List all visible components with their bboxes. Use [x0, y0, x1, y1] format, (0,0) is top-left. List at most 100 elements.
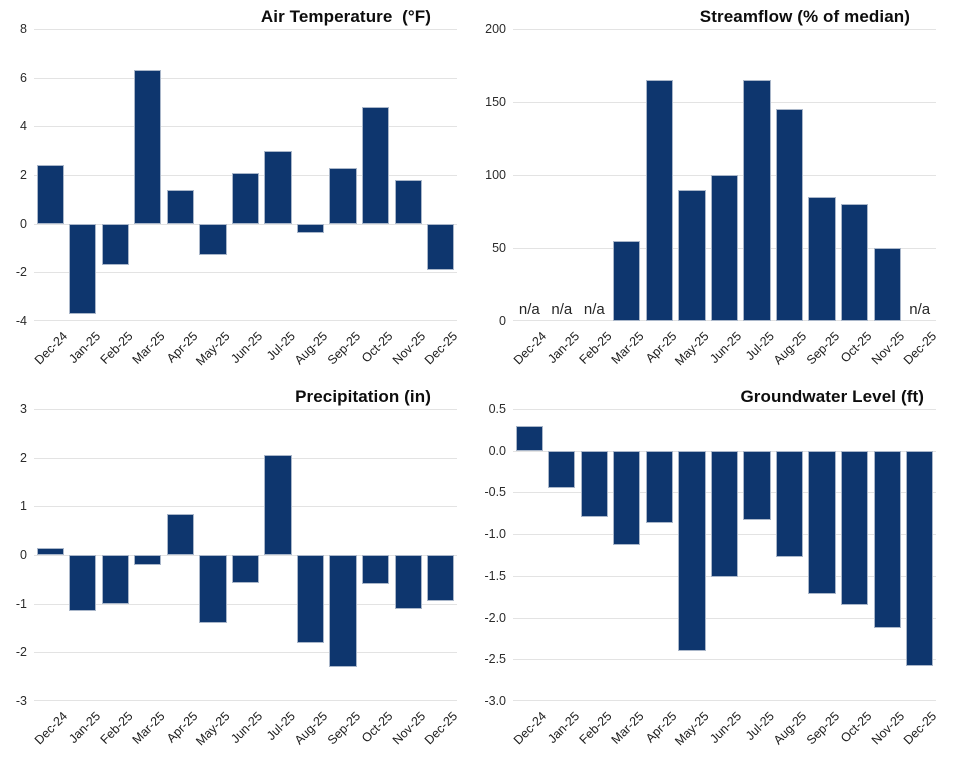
bar-Jul-25 [264, 455, 292, 555]
chart-body: 0.5 0.0 -0.5 -1.0 -1.5 -2.0 -2.5 -3.0 Dec-24 Jan… [484, 402, 939, 761]
bar-Jun-25 [231, 172, 260, 224]
x-tick-label: Sep-25 [803, 329, 843, 368]
y-tick-label: 0.5 [488, 402, 506, 416]
gridline [34, 126, 457, 128]
x-tick-label: Jan-25 [65, 329, 103, 366]
gridline [34, 29, 457, 30]
bar-Mar-25 [613, 240, 641, 321]
x-tick-label: Sep-25 [324, 709, 364, 748]
bar-Aug-25 [296, 223, 325, 234]
y-tick-label: -2 [15, 645, 27, 660]
chart-body: 3 2 1 0 -1 -2 -3 Dec-24 Jan-25 Feb-25 Mar-25 Apr-2… [16, 402, 461, 761]
x-tick-label: Oct-25 [838, 709, 875, 746]
bar-May-25 [678, 189, 706, 321]
y-tick-label: -3.0 [484, 694, 506, 708]
gridline [34, 603, 457, 605]
x-tick-label: Sep-25 [324, 329, 364, 368]
x-tick-label: Jan-25 [544, 709, 582, 746]
bar-Jul-25 [743, 450, 771, 520]
x-tick-label: Mar-25 [608, 709, 647, 747]
x-tick-label: Dec-25 [901, 329, 940, 368]
bar-May-25 [678, 450, 706, 651]
x-tick-label: Mar-25 [129, 709, 168, 747]
bar-Feb-25 [580, 450, 608, 518]
x-tick-label: May-25 [672, 329, 712, 369]
gridline [513, 409, 936, 410]
gridline [34, 223, 457, 225]
bar-Sep-25 [329, 555, 357, 667]
bar-Jun-25 [231, 555, 260, 583]
x-tick-label: Aug-25 [292, 329, 331, 368]
gridline [34, 652, 457, 654]
bar-Dec-25 [906, 450, 934, 666]
x-tick-label: Feb-25 [97, 329, 136, 367]
bar-Aug-25 [775, 450, 804, 557]
x-tick-label: Dec-24 [510, 329, 550, 368]
y-tick-label: 1 [20, 499, 27, 514]
bar-Sep-25 [329, 167, 357, 224]
y-tick-label: -4 [15, 314, 27, 328]
chart-title-air-temperature: Air Temperature (°F) [260, 7, 431, 26]
x-tick-label: May-25 [672, 709, 712, 749]
bar-Dec-24 [36, 165, 64, 224]
x-tick-label: Jan-25 [544, 329, 582, 366]
bar-Aug-25 [775, 109, 804, 321]
y-tick-label: 6 [20, 70, 27, 85]
bar-Apr-25 [166, 513, 195, 555]
chart-title-streamflow: Streamflow (% of median) [699, 7, 910, 26]
gridline [34, 409, 457, 410]
x-tick-label: Jan-25 [65, 709, 103, 746]
x-tick-label: Sep-25 [803, 709, 843, 748]
bar-Apr-25 [645, 450, 674, 524]
chart-precipitation: Precipitation (in) 3 2 1 0 -1 -2 -3 Dec-24 Jan-… [0, 380, 479, 760]
na-label: n/a [583, 301, 605, 318]
y-tick-label: 0 [499, 314, 506, 328]
y-tick-label: -2 [15, 265, 27, 280]
x-axis-labels: Dec-24 Jan-25 Feb-25 Mar-25 Apr-25 May-25 Jun-… [32, 321, 461, 381]
bar-Apr-25 [166, 189, 195, 224]
y-tick-label: 150 [485, 95, 506, 109]
gridline [34, 700, 457, 701]
x-tick-label: Jun-25 [228, 709, 266, 746]
x-tick-label: Jun-25 [707, 709, 745, 746]
bar-Jan-25 [69, 555, 97, 611]
x-tick-label: Dec-24 [510, 709, 550, 748]
x-tick-label: Feb-25 [576, 329, 615, 367]
gridline [513, 659, 936, 661]
y-tick-label: 2 [20, 168, 27, 182]
x-tick-label: Mar-25 [608, 329, 647, 367]
bar-Nov-25 [873, 450, 901, 628]
bar-Aug-25 [296, 555, 325, 643]
bar-Oct-25 [362, 555, 390, 585]
x-tick-label: Aug-25 [771, 709, 810, 748]
bar-Mar-25 [134, 555, 162, 565]
x-tick-label: Nov-25 [868, 709, 908, 748]
y-tick-label: -1.5 [484, 568, 506, 583]
gridline [34, 457, 457, 459]
chart-body: 8 6 4 2 0 -2 -4 Dec-24 Jan-25 Feb-25 Mar-25 Apr-25… [16, 22, 461, 381]
chart-air-temperature: Air Temperature (°F) 8 6 4 2 0 -2 -4 Dec-24 Jan… [0, 0, 479, 380]
bar-Sep-25 [808, 196, 836, 321]
bar-Nov-25 [394, 179, 422, 224]
bar-Jun-25 [710, 175, 739, 321]
chart-title-groundwater-level: Groundwater Level (ft) [740, 387, 924, 406]
bar-Oct-25 [841, 450, 869, 605]
bar-Jan-25 [69, 223, 97, 314]
x-tick-label: Mar-25 [129, 329, 168, 367]
bar-Jun-25 [710, 450, 739, 578]
plot-area-air-temperature: 8 6 4 2 0 -2 -4 [16, 22, 457, 328]
x-tick-label: Nov-25 [389, 329, 429, 368]
bar-Sep-25 [808, 450, 836, 595]
x-tick-label: Feb-25 [576, 709, 615, 747]
x-tick-label: Jun-25 [707, 329, 745, 366]
bar-Dec-24 [515, 425, 543, 451]
bar-May-25 [199, 223, 227, 256]
x-tick-label: Jun-25 [228, 329, 266, 366]
bar-Dec-24 [36, 547, 64, 555]
na-label: n/a [909, 301, 931, 318]
x-tick-label: Aug-25 [292, 709, 331, 748]
bar-Mar-25 [134, 70, 162, 224]
gridline [34, 506, 457, 508]
gridline [34, 272, 457, 274]
y-tick-label: -0.5 [484, 485, 506, 500]
